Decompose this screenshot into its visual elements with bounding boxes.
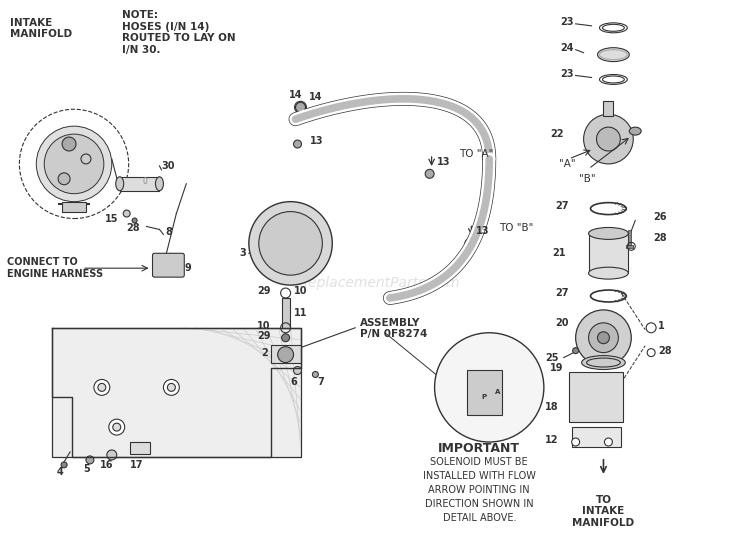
Circle shape [434,333,544,442]
Text: A: A [494,390,500,395]
Ellipse shape [629,127,641,135]
Text: 30: 30 [161,161,175,171]
Text: TO "B": TO "B" [500,223,533,234]
Text: 11: 11 [293,308,307,318]
Circle shape [296,256,304,265]
Text: 29: 29 [257,286,271,296]
Circle shape [425,169,434,179]
Text: "B": "B" [578,174,596,184]
Text: 4: 4 [57,467,64,477]
Circle shape [106,450,117,460]
Bar [120,177,160,191]
Circle shape [123,210,130,217]
Text: 1: 1 [658,321,664,331]
Text: 24: 24 [560,43,574,52]
Text: P: P [482,394,487,400]
Circle shape [98,384,106,391]
Circle shape [293,366,302,374]
Text: NOTE:
HOSES (I/N 14)
ROUTED TO LAY ON
I/N 30.: NOTE: HOSES (I/N 14) ROUTED TO LAY ON I/… [122,10,236,55]
Bar [568,373,623,422]
Bar [628,230,632,245]
Ellipse shape [598,48,629,62]
Circle shape [465,239,474,248]
Circle shape [576,310,632,366]
Text: 17: 17 [130,460,143,470]
Ellipse shape [116,177,124,191]
Bar [53,328,301,457]
Text: 14: 14 [289,90,302,101]
Circle shape [86,456,94,464]
Circle shape [36,126,112,202]
Bar [282,298,290,328]
Circle shape [464,399,479,415]
Circle shape [167,384,176,391]
Text: 27: 27 [555,288,568,298]
Text: 15: 15 [105,214,118,223]
Bar [604,101,613,116]
Text: 14: 14 [308,93,322,102]
Circle shape [313,372,319,378]
Text: ASSEMBLY
P/N 0F8274: ASSEMBLY P/N 0F8274 [360,318,428,339]
Text: 22: 22 [550,129,564,139]
Text: 19: 19 [550,362,564,373]
Circle shape [61,462,67,468]
Circle shape [279,232,302,255]
Bar [271,345,301,362]
Circle shape [293,140,302,148]
Circle shape [277,256,284,265]
Text: 26: 26 [653,212,667,221]
Text: eReplacementParts.com: eReplacementParts.com [290,276,460,290]
Text: 5: 5 [83,464,90,474]
Text: 0: 0 [142,177,147,186]
Circle shape [62,137,76,151]
Circle shape [598,332,610,344]
Text: 23: 23 [560,69,574,78]
Text: 18: 18 [545,403,559,412]
Text: 25: 25 [545,353,559,362]
Text: SOLENOID MUST BE
INSTALLED WITH FLOW
ARROW POINTING IN
DIRECTION SHOWN IN
DETAIL: SOLENOID MUST BE INSTALLED WITH FLOW ARR… [423,457,536,523]
Circle shape [249,202,332,285]
Text: 2: 2 [261,348,268,358]
Circle shape [282,334,290,342]
Text: 28: 28 [658,346,672,355]
Circle shape [132,218,137,223]
Circle shape [573,348,578,354]
Text: 29: 29 [257,331,271,341]
Text: 10: 10 [293,286,307,296]
Bar [130,442,149,454]
Ellipse shape [581,355,626,370]
Text: 28: 28 [653,233,667,243]
Circle shape [58,173,70,185]
Text: 10: 10 [257,321,271,331]
Text: TO
INTAKE
MANIFOLD: TO INTAKE MANIFOLD [572,494,634,528]
Text: 16: 16 [100,460,113,470]
Text: 6: 6 [290,378,297,387]
Circle shape [596,127,620,151]
Circle shape [307,239,314,247]
Bar [474,353,494,362]
Circle shape [296,222,304,230]
Text: TO "A": TO "A" [460,149,494,159]
Text: 13: 13 [436,157,450,167]
Circle shape [259,212,322,275]
Text: 21: 21 [552,248,566,258]
Text: IMPORTANT: IMPORTANT [438,442,520,455]
Text: 13: 13 [310,136,324,146]
Circle shape [589,323,618,353]
Circle shape [296,102,305,112]
Text: 23: 23 [560,17,574,27]
Bar [467,371,502,415]
Circle shape [572,438,580,446]
Text: 7: 7 [317,378,324,387]
Circle shape [584,114,633,164]
Ellipse shape [589,267,628,279]
Circle shape [284,237,296,249]
Bar [626,245,633,248]
Text: 13: 13 [476,227,490,236]
Text: 20: 20 [555,318,568,328]
Circle shape [277,222,284,230]
Ellipse shape [155,177,164,191]
FancyBboxPatch shape [152,253,184,277]
Ellipse shape [589,227,628,239]
Text: 12: 12 [545,435,559,445]
